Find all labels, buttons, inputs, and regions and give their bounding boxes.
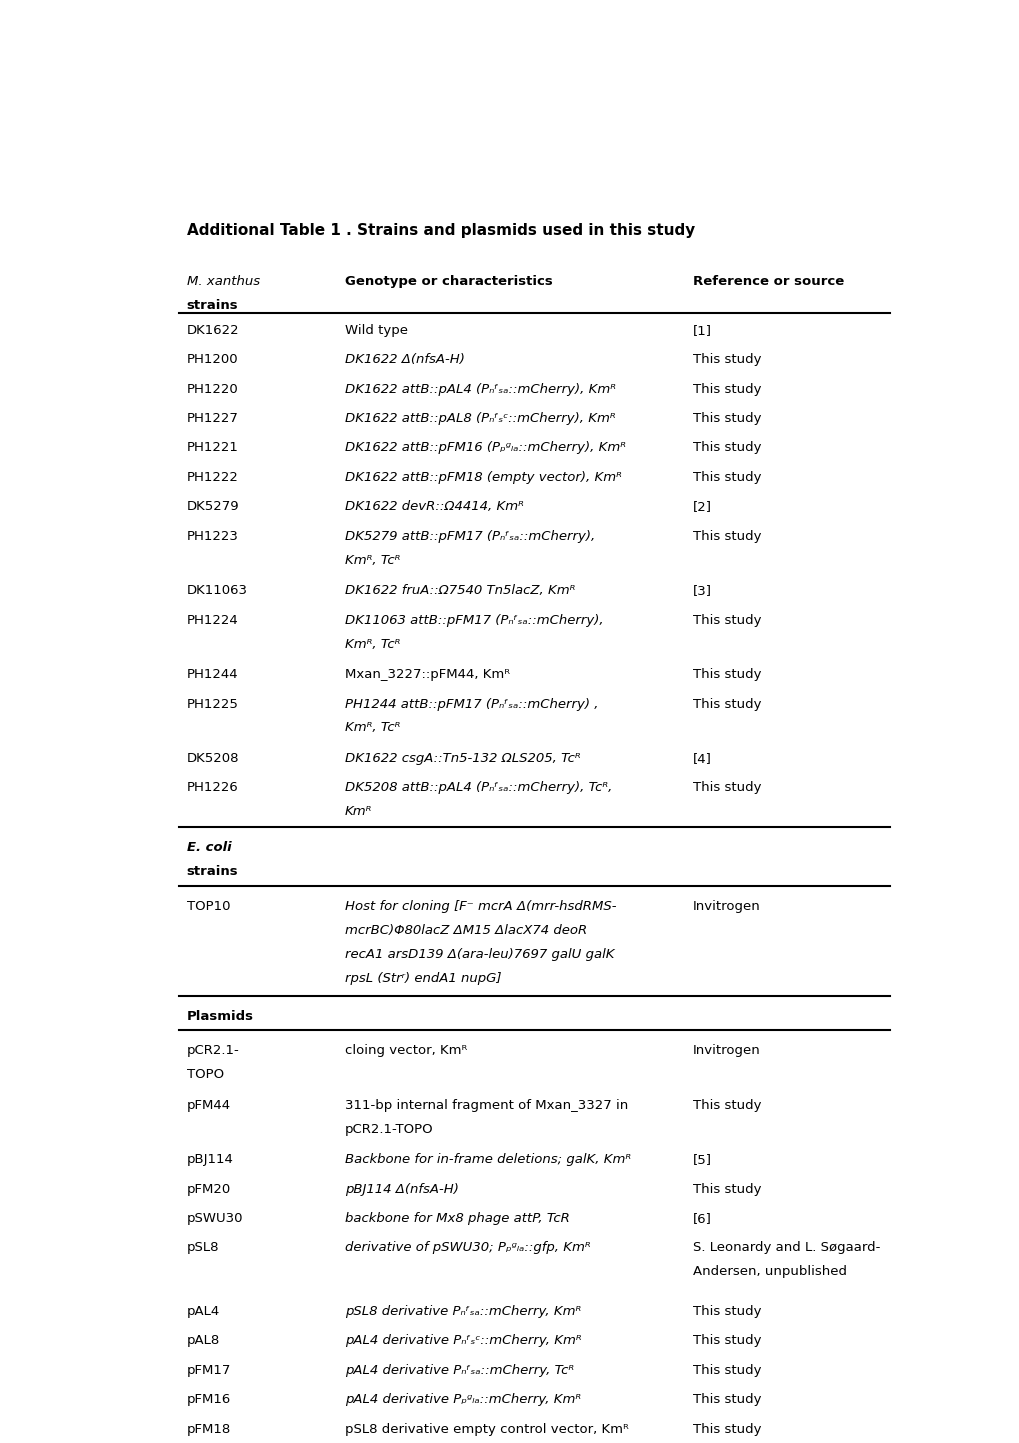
- Text: pAL4: pAL4: [186, 1304, 220, 1317]
- Text: DK5208: DK5208: [186, 752, 239, 765]
- Text: Backbone for in-frame deletions; galK, Kmᴿ: Backbone for in-frame deletions; galK, K…: [344, 1153, 631, 1166]
- Text: pFM18: pFM18: [186, 1423, 231, 1436]
- Text: PH1227: PH1227: [186, 413, 238, 426]
- Text: PH1224: PH1224: [186, 613, 238, 626]
- Text: This study: This study: [692, 613, 760, 626]
- Text: This study: This study: [692, 1364, 760, 1377]
- Text: This study: This study: [692, 697, 760, 710]
- Text: Reference or source: Reference or source: [692, 276, 843, 289]
- Text: mcrBC)Φ80lacZ ΔM15 ΔlacX74 deoR: mcrBC)Φ80lacZ ΔM15 ΔlacX74 deoR: [344, 925, 587, 938]
- Text: pCR2.1-: pCR2.1-: [186, 1045, 239, 1058]
- Text: Kmᴿ: Kmᴿ: [344, 805, 372, 818]
- Text: strains: strains: [186, 299, 238, 312]
- Text: [1]: [1]: [692, 323, 711, 336]
- Text: This study: This study: [692, 382, 760, 395]
- Text: Host for cloning [F⁻ mcrA Δ(mrr-hsdRMS-: Host for cloning [F⁻ mcrA Δ(mrr-hsdRMS-: [344, 900, 615, 913]
- Text: Kmᴿ, Tcᴿ: Kmᴿ, Tcᴿ: [344, 554, 399, 567]
- Text: Plasmids: Plasmids: [186, 1010, 254, 1023]
- Text: PH1220: PH1220: [186, 382, 238, 395]
- Text: PH1200: PH1200: [186, 354, 238, 367]
- Text: This study: This study: [692, 668, 760, 681]
- Text: pFM16: pFM16: [186, 1392, 231, 1405]
- Text: pFM20: pFM20: [186, 1183, 231, 1196]
- Text: pSWU30: pSWU30: [186, 1212, 244, 1225]
- Text: DK11063: DK11063: [186, 584, 248, 597]
- Text: DK5208 attB::pAL4 (Pₙᶠₛₐ::mCherry), Tcᴿ,: DK5208 attB::pAL4 (Pₙᶠₛₐ::mCherry), Tcᴿ,: [344, 782, 611, 795]
- Text: DK1622 devR::Ω4414, Kmᴿ: DK1622 devR::Ω4414, Kmᴿ: [344, 501, 523, 514]
- Text: PH1221: PH1221: [186, 442, 238, 455]
- Text: DK1622 attB::pFM18 (empty vector), Kmᴿ: DK1622 attB::pFM18 (empty vector), Kmᴿ: [344, 470, 622, 483]
- Text: This study: This study: [692, 1392, 760, 1405]
- Text: Kmᴿ, Tcᴿ: Kmᴿ, Tcᴿ: [344, 638, 399, 651]
- Text: pSL8 derivative empty control vector, Kmᴿ: pSL8 derivative empty control vector, Km…: [344, 1423, 628, 1436]
- Text: pBJ114: pBJ114: [186, 1153, 233, 1166]
- Text: DK5279 attB::pFM17 (Pₙᶠₛₐ::mCherry),: DK5279 attB::pFM17 (Pₙᶠₛₐ::mCherry),: [344, 530, 594, 543]
- Text: pAL4 derivative Pₚᶢₗₐ::mCherry, Kmᴿ: pAL4 derivative Pₚᶢₗₐ::mCherry, Kmᴿ: [344, 1392, 581, 1405]
- Text: This study: This study: [692, 1335, 760, 1348]
- Text: This study: This study: [692, 1304, 760, 1317]
- Text: recA1 arsD139 Δ(ara-leu)7697 galU galK: recA1 arsD139 Δ(ara-leu)7697 galU galK: [344, 948, 613, 961]
- Text: [5]: [5]: [692, 1153, 711, 1166]
- Text: Invitrogen: Invitrogen: [692, 900, 760, 913]
- Text: This study: This study: [692, 1183, 760, 1196]
- Text: This study: This study: [692, 442, 760, 455]
- Text: Additional Table 1 . Strains and plasmids used in this study: Additional Table 1 . Strains and plasmid…: [186, 224, 694, 238]
- Text: DK1622 csgA::Tn5-132 ΩLS205, Tcᴿ: DK1622 csgA::Tn5-132 ΩLS205, Tcᴿ: [344, 752, 580, 765]
- Text: derivative of pSWU30; Pₚᶢₗₐ::gfp, Kmᴿ: derivative of pSWU30; Pₚᶢₗₐ::gfp, Kmᴿ: [344, 1241, 590, 1254]
- Text: [6]: [6]: [692, 1212, 711, 1225]
- Text: S. Leonardy and L. Søgaard-: S. Leonardy and L. Søgaard-: [692, 1241, 879, 1254]
- Text: pSL8 derivative Pₙᶠₛₐ::mCherry, Kmᴿ: pSL8 derivative Pₙᶠₛₐ::mCherry, Kmᴿ: [344, 1304, 581, 1317]
- Text: pFM17: pFM17: [186, 1364, 231, 1377]
- Text: PH1222: PH1222: [186, 470, 238, 483]
- Text: [4]: [4]: [692, 752, 711, 765]
- Text: pFM44: pFM44: [186, 1098, 230, 1111]
- Text: pAL8: pAL8: [186, 1335, 220, 1348]
- Text: PH1223: PH1223: [186, 530, 238, 543]
- Text: DK11063 attB::pFM17 (Pₙᶠₛₐ::mCherry),: DK11063 attB::pFM17 (Pₙᶠₛₐ::mCherry),: [344, 613, 603, 626]
- Text: strains: strains: [186, 866, 238, 879]
- Text: pAL4 derivative Pₙᶠₛₐ::mCherry, Tcᴿ: pAL4 derivative Pₙᶠₛₐ::mCherry, Tcᴿ: [344, 1364, 574, 1377]
- Text: Kmᴿ, Tcᴿ: Kmᴿ, Tcᴿ: [344, 722, 399, 734]
- Text: pCR2.1-TOPO: pCR2.1-TOPO: [344, 1123, 433, 1136]
- Text: TOP10: TOP10: [186, 900, 230, 913]
- Text: E. coli: E. coli: [186, 841, 231, 854]
- Text: This study: This study: [692, 413, 760, 426]
- Text: Genotype or characteristics: Genotype or characteristics: [344, 276, 552, 289]
- Text: DK5279: DK5279: [186, 501, 239, 514]
- Text: DK1622: DK1622: [186, 323, 239, 336]
- Text: DK1622 fruA::Ω7540 Tn5lacZ, Kmᴿ: DK1622 fruA::Ω7540 Tn5lacZ, Kmᴿ: [344, 584, 575, 597]
- Text: Invitrogen: Invitrogen: [692, 1045, 760, 1058]
- Text: 311-bp internal fragment of Mxan_3327 in: 311-bp internal fragment of Mxan_3327 in: [344, 1098, 628, 1111]
- Text: PH1244: PH1244: [186, 668, 238, 681]
- Text: pBJ114 Δ(nfsA-H): pBJ114 Δ(nfsA-H): [344, 1183, 459, 1196]
- Text: This study: This study: [692, 782, 760, 795]
- Text: This study: This study: [692, 1423, 760, 1436]
- Text: pAL4 derivative Pₙᶠₛᶜ::mCherry, Kmᴿ: pAL4 derivative Pₙᶠₛᶜ::mCherry, Kmᴿ: [344, 1335, 581, 1348]
- Text: Wild type: Wild type: [344, 323, 408, 336]
- Text: DK1622 Δ(nfsA-H): DK1622 Δ(nfsA-H): [344, 354, 465, 367]
- Text: Mxan_3227::pFM44, Kmᴿ: Mxan_3227::pFM44, Kmᴿ: [344, 668, 510, 681]
- Text: backbone for Mx8 phage attP, TcR: backbone for Mx8 phage attP, TcR: [344, 1212, 570, 1225]
- Text: [3]: [3]: [692, 584, 711, 597]
- Text: DK1622 attB::pAL8 (Pₙᶠₛᶜ::mCherry), Kmᴿ: DK1622 attB::pAL8 (Pₙᶠₛᶜ::mCherry), Kmᴿ: [344, 413, 614, 426]
- Text: Andersen, unpublished: Andersen, unpublished: [692, 1266, 846, 1278]
- Text: M. xanthus: M. xanthus: [186, 276, 260, 289]
- Text: DK1622 attB::pFM16 (Pₚᶢₗₐ::mCherry), Kmᴿ: DK1622 attB::pFM16 (Pₚᶢₗₐ::mCherry), Kmᴿ: [344, 442, 626, 455]
- Text: This study: This study: [692, 1098, 760, 1111]
- Text: PH1226: PH1226: [186, 782, 238, 795]
- Text: pSL8: pSL8: [186, 1241, 219, 1254]
- Text: This study: This study: [692, 470, 760, 483]
- Text: PH1244 attB::pFM17 (Pₙᶠₛₐ::mCherry) ,: PH1244 attB::pFM17 (Pₙᶠₛₐ::mCherry) ,: [344, 697, 598, 710]
- Text: TOPO: TOPO: [186, 1068, 224, 1081]
- Text: This study: This study: [692, 530, 760, 543]
- Text: cloing vector, Kmᴿ: cloing vector, Kmᴿ: [344, 1045, 467, 1058]
- Text: This study: This study: [692, 354, 760, 367]
- Text: rpsL (Strʳ) endA1 nupG]: rpsL (Strʳ) endA1 nupG]: [344, 973, 501, 986]
- Text: DK1622 attB::pAL4 (Pₙᶠₛₐ::mCherry), Kmᴿ: DK1622 attB::pAL4 (Pₙᶠₛₐ::mCherry), Kmᴿ: [344, 382, 615, 395]
- Text: [2]: [2]: [692, 501, 711, 514]
- Text: PH1225: PH1225: [186, 697, 238, 710]
